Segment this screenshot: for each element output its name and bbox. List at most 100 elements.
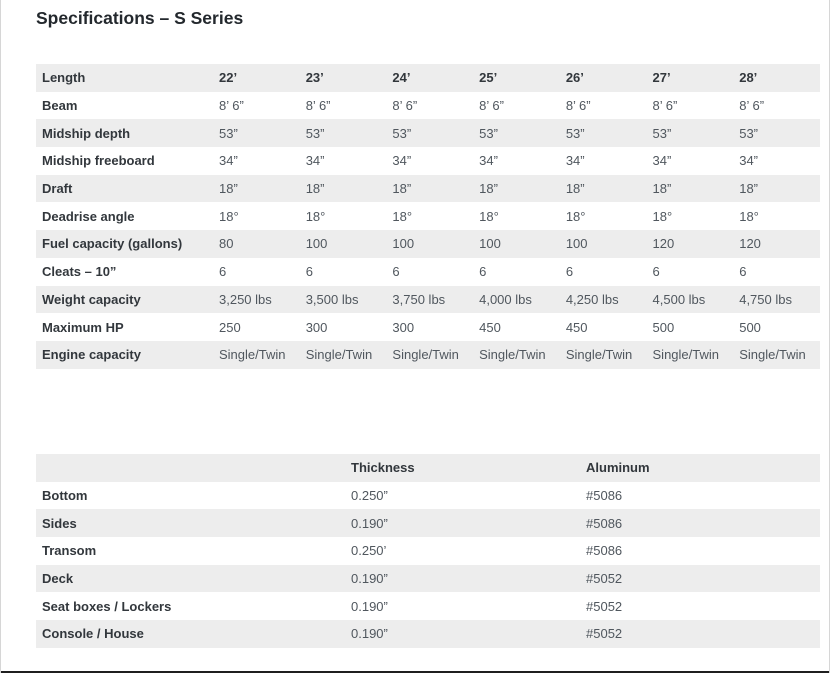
row-label: Deck xyxy=(42,571,74,587)
specs-table: Length 22’ 23’ 24’ 25’ 26’ 27’ 28’ Beam 8’ 6” 8’ … xyxy=(36,64,820,369)
cell-value: 18” xyxy=(305,181,325,197)
cell-value: Single/Twin xyxy=(219,347,286,363)
table-row: Weight capacity 3,250 lbs 3,500 lbs 3,750 l… xyxy=(36,285,820,314)
cell-value: 18” xyxy=(219,181,238,197)
table-row: Transom 0.250’ #5086 xyxy=(36,537,820,565)
cell-value: 100 xyxy=(392,236,415,252)
row-label: Midship freeboard xyxy=(42,153,155,169)
row-label: Midship depth xyxy=(42,125,131,141)
cell-value: 34” xyxy=(392,153,412,169)
cell-value: 18° xyxy=(565,208,586,224)
column-header: Length xyxy=(42,70,86,86)
table-row: Seat boxes / Lockers 0.190” #5052 xyxy=(36,592,820,620)
cell-value: 53” xyxy=(392,125,412,141)
cell-value: 3,500 lbs xyxy=(305,291,359,307)
column-header xyxy=(36,454,345,482)
cell-value: 500 xyxy=(739,319,761,335)
cell-value: #5086 xyxy=(586,543,623,559)
cell-value: Single/Twin xyxy=(652,347,719,363)
cell-value: 34” xyxy=(219,153,238,169)
row-label: Weight capacity xyxy=(42,291,141,307)
cell-value: 8’ 6” xyxy=(305,98,331,114)
cell-value: 34” xyxy=(652,153,672,169)
cell-value: 8’ 6” xyxy=(479,98,504,114)
cell-value: Single/Twin xyxy=(392,347,459,363)
row-label: Seat boxes / Lockers xyxy=(42,598,172,614)
cell-value: 80 xyxy=(219,236,234,252)
row-label: Beam xyxy=(42,98,78,114)
cell-value: 6 xyxy=(219,264,227,280)
cell-value: 450 xyxy=(565,319,588,335)
cell-value: 53” xyxy=(565,125,585,141)
row-label: Sides xyxy=(42,515,77,531)
cell-value: 250 xyxy=(219,319,241,335)
bottom-divider xyxy=(1,671,829,673)
cell-value: 4,250 lbs xyxy=(565,291,619,307)
cell-value: Single/Twin xyxy=(479,347,546,363)
cell-value: 0.190” xyxy=(351,626,388,642)
table-row: Draft 18” 18” 18” 18” 18” 18” 18” xyxy=(36,174,820,203)
cell-value: 18° xyxy=(739,208,759,224)
cell-value: 3,250 lbs xyxy=(219,291,272,307)
table-row: Maximum HP 250 300 300 450 450 500 500 xyxy=(36,313,820,341)
cell-value: 6 xyxy=(305,264,313,280)
cell-value: 53” xyxy=(652,125,672,141)
cell-value: 34” xyxy=(479,153,498,169)
cell-value: #5052 xyxy=(586,626,623,642)
cell-value: 120 xyxy=(652,236,675,252)
cell-value: 6 xyxy=(652,264,660,280)
cell-value: 18” xyxy=(565,181,585,197)
cell-value: 120 xyxy=(739,236,761,252)
cell-value: 8’ 6” xyxy=(392,98,418,114)
cell-value: 0.250’ xyxy=(351,543,387,559)
table-row: Console / House 0.190” #5052 xyxy=(36,620,820,648)
table-row: Midship depth 53” 53” 53” 53” 53” 53” 53” xyxy=(36,119,820,148)
cell-value: 34” xyxy=(305,153,325,169)
cell-value: #5086 xyxy=(586,515,623,531)
column-header: 28’ xyxy=(739,70,758,86)
cell-value: 34” xyxy=(565,153,585,169)
cell-value: 0.190” xyxy=(351,598,388,614)
cell-value: 18” xyxy=(652,181,672,197)
column-header: 22’ xyxy=(219,70,238,86)
cell-value: 8’ 6” xyxy=(652,98,678,114)
cell-value: 53” xyxy=(305,125,325,141)
table-row: Cleats – 10” 6 6 6 6 6 6 6 xyxy=(36,258,820,286)
cell-value: 6 xyxy=(739,264,747,280)
cell-value: 0.250” xyxy=(351,488,388,504)
cell-value: 18” xyxy=(479,181,498,197)
table-row: Engine capacity Single/Twin Single/Twin Sin… xyxy=(36,340,820,369)
cell-value: 4,500 lbs xyxy=(652,291,706,307)
cell-value: 18” xyxy=(392,181,412,197)
row-label: Deadrise angle xyxy=(42,208,135,224)
cell-value: Single/Twin xyxy=(565,347,633,363)
column-header: 26’ xyxy=(565,70,584,86)
cell-value: 18° xyxy=(305,208,326,224)
cell-value: 100 xyxy=(565,236,588,252)
cell-value: #5052 xyxy=(586,571,623,587)
cell-value: #5086 xyxy=(586,488,623,504)
cell-value: 100 xyxy=(305,236,328,252)
row-label: Console / House xyxy=(42,626,144,642)
cell-value: 0.190” xyxy=(351,515,388,531)
cell-value: 6 xyxy=(479,264,487,280)
column-header: 27’ xyxy=(652,70,671,86)
row-label: Maximum HP xyxy=(42,319,124,335)
table-row: Fuel capacity (gallons) 80 100 100 100 100 120… xyxy=(36,230,820,258)
cell-value: 300 xyxy=(305,319,328,335)
cell-value: #5052 xyxy=(586,598,623,614)
column-header: 25’ xyxy=(479,70,498,86)
cell-value: 18” xyxy=(739,181,759,197)
cell-value: 6 xyxy=(392,264,400,280)
row-label: Cleats – 10” xyxy=(42,264,117,280)
cell-value: 100 xyxy=(479,236,501,252)
cell-value: 450 xyxy=(479,319,501,335)
column-header: Thickness xyxy=(351,460,415,476)
table-row: Deck 0.190” #5052 xyxy=(36,564,820,593)
cell-value: 500 xyxy=(652,319,675,335)
page-title: Specifications – S Series xyxy=(36,8,244,28)
row-label: Engine capacity xyxy=(42,347,141,363)
cell-value: 18° xyxy=(392,208,413,224)
cell-value: 53” xyxy=(219,125,238,141)
